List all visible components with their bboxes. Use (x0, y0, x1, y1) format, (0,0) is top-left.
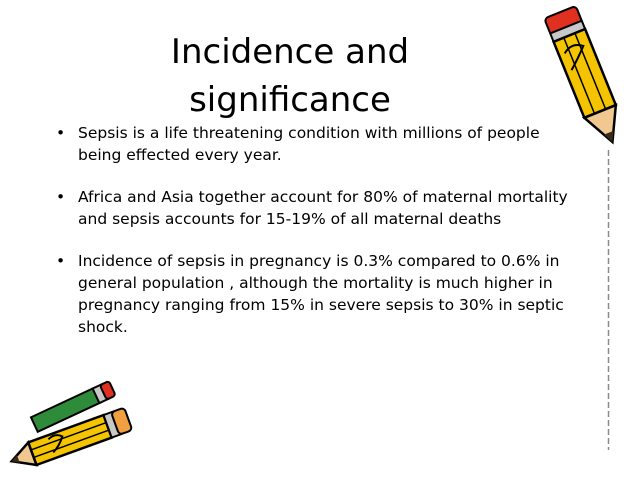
bullet-text: Sepsis is a life threatening condition w… (78, 124, 540, 164)
title-line-1: Incidence and (170, 32, 410, 72)
title-line-2: significance (189, 80, 391, 120)
bullet-symbol: • (56, 124, 66, 142)
bullet-item: • Incidence of sepsis in pregnancy is 0.… (56, 250, 586, 338)
bullet-list: • Sepsis is a life threatening condition… (56, 122, 586, 358)
bullet-symbol: • (56, 252, 66, 270)
bullet-item: • Africa and Asia together account for 8… (56, 186, 586, 230)
pencil-icon (544, 6, 618, 145)
side-line-decoration (607, 150, 610, 450)
pencils-icon (9, 380, 133, 467)
slide-title: Incidence and significance (110, 28, 470, 124)
bullet-item: • Sepsis is a life threatening condition… (56, 122, 586, 166)
bullet-symbol: • (56, 188, 66, 206)
bullet-text: Africa and Asia together account for 80%… (78, 188, 568, 228)
bullet-text: Incidence of sepsis in pregnancy is 0.3%… (78, 252, 564, 336)
